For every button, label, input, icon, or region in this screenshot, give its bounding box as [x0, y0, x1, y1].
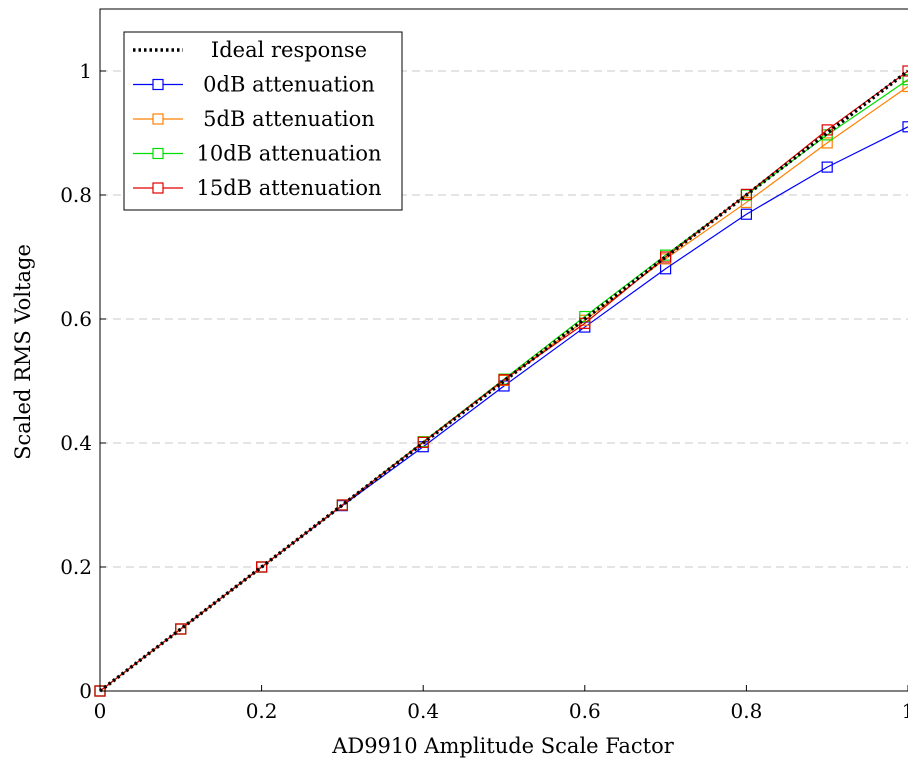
y-tick-label: 0: [79, 679, 92, 703]
data-point-15db-attenuation: [417, 436, 429, 448]
series-line-15db-attenuation: [99, 70, 908, 692]
x-tick-label: 0.2: [246, 699, 278, 723]
legend-marker-0db-attenuation: [152, 78, 164, 91]
series-layer: [94, 65, 908, 697]
y-tick-label: 0.2: [60, 555, 92, 579]
y-tick-label: 0.6: [60, 307, 92, 331]
legend-label-0db-attenuation: 0dB attenuation: [203, 73, 375, 97]
x-tick-label: 0: [94, 699, 107, 723]
data-point-15db-attenuation: [336, 499, 348, 511]
data-point-0db-attenuation: [740, 208, 753, 220]
x-tick-label: 0.8: [730, 699, 762, 723]
legend-label-ideal-response: Ideal response: [211, 38, 367, 62]
y-axis-label: Scaled RMS Voltage: [11, 244, 35, 460]
y-tick-label: 0.4: [60, 431, 92, 455]
data-point-15db-attenuation: [175, 623, 187, 635]
data-point-5db-attenuation: [821, 137, 833, 149]
data-point-5db-attenuation: [902, 80, 908, 93]
data-point-15db-attenuation: [256, 561, 268, 573]
data-point-0db-attenuation: [821, 161, 833, 173]
y-tick-label: 1: [79, 59, 92, 83]
legend-label-15db-attenuation: 15dB attenuation: [197, 176, 382, 200]
legend: Ideal response 0dB attenuation 5dB attenua…: [123, 31, 403, 211]
series-line-ideal-response: [98, 69, 908, 693]
x-tick-label: 1: [902, 699, 908, 723]
data-point-15db-attenuation: [902, 65, 908, 77]
y-tick-label: 0.8: [60, 183, 92, 207]
legend-label-10db-attenuation: 10dB attenuation: [197, 142, 382, 166]
x-axis-label: AD9910 Amplitude Scale Factor: [331, 734, 675, 758]
data-point-15db-attenuation: [740, 188, 753, 200]
x-tick-label: 0.6: [569, 699, 601, 723]
legend-label-5db-attenuation: 5dB attenuation: [203, 107, 375, 131]
axis-ticks: 0 0.2 0.4 0.6 0.8 1 0 0.2 0.4 0.6 0.8 1: [60, 59, 908, 723]
data-point-15db-attenuation: [498, 374, 510, 386]
data-point-10db-attenuation: [902, 74, 908, 86]
x-tick-label: 0.4: [407, 699, 439, 723]
legend-marker-15db-attenuation: [152, 182, 164, 194]
plot-frame: [99, 8, 908, 692]
legend-marker-5db-attenuation: [152, 113, 164, 125]
data-point-15db-attenuation: [659, 251, 672, 263]
data-point-5db-attenuation: [740, 196, 753, 209]
legend-box: [123, 31, 403, 211]
series-line-0db-attenuation: [99, 126, 908, 692]
legend-marker-10db-attenuation: [152, 147, 164, 160]
data-point-0db-attenuation: [902, 121, 908, 133]
